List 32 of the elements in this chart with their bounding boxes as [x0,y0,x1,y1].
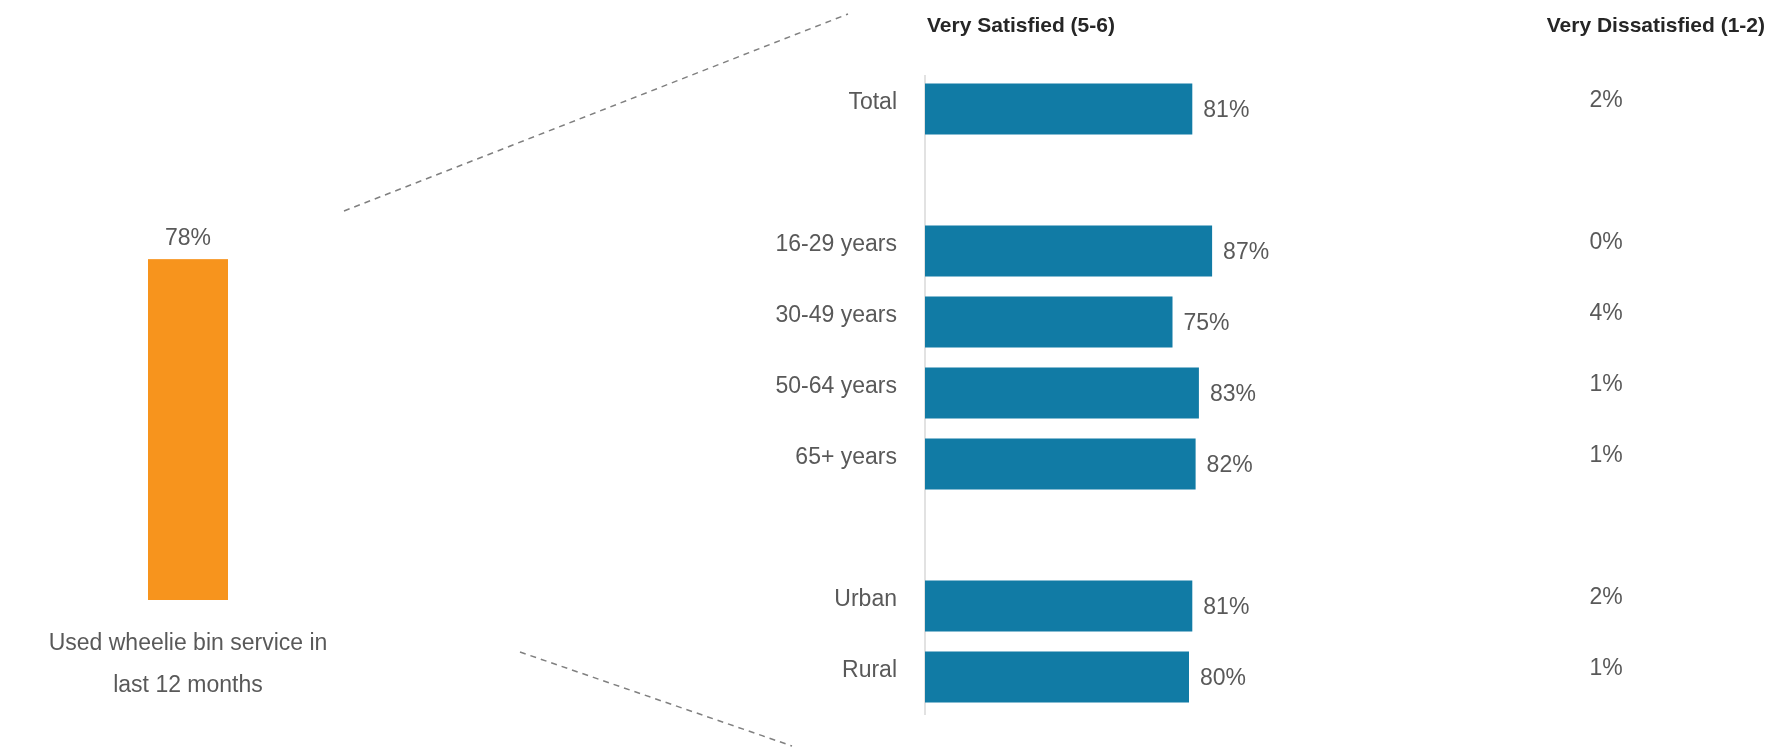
bar [925,83,1193,135]
bar [925,651,1189,703]
text: Very Dissatisfied (1-2) [1546,13,1765,36]
data-label: 83% [1209,380,1256,406]
y-tick-label: 50-64 years [775,372,897,398]
y-tick-label: Total [848,88,897,114]
bar [925,367,1199,419]
y-tick-label: Urban [834,585,897,611]
data-label: 1% [1589,441,1623,467]
data-label: 2% [1589,583,1623,609]
data-label: 4% [1589,299,1623,325]
bar [925,438,1196,490]
data-label: 81% [1203,96,1250,122]
data-label: 80% [1200,664,1247,690]
chart-title: Very Satisfied (5-6) [927,13,1115,36]
data-label: 78% [164,224,212,251]
data-label: 2% [1589,86,1623,112]
bar [925,296,1173,348]
data-label: 75% [1183,309,1230,335]
data-label: 1% [1589,370,1623,396]
bar [925,225,1213,277]
bar [925,580,1193,632]
data-label: 87% [1223,238,1270,264]
data-label: 82% [1206,451,1253,477]
data-label: 81% [1203,593,1250,619]
x-tick-label: Used wheelie bin service in last 12 months [48,629,328,697]
data-label: 0% [1589,228,1623,254]
y-tick-label: 16-29 years [775,230,897,256]
y-tick-label: 30-49 years [775,301,897,327]
data-label: 1% [1589,654,1623,680]
y-tick-label: 65+ years [795,443,897,469]
y-tick-label: Rural [842,656,897,682]
